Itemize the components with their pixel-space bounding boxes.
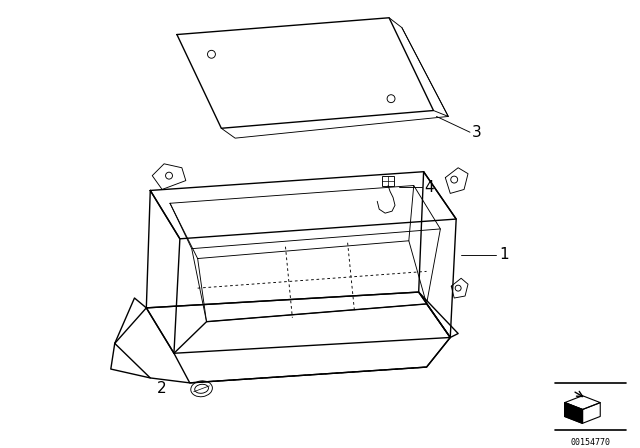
Ellipse shape bbox=[195, 384, 209, 393]
Text: 3: 3 bbox=[472, 125, 482, 140]
Text: 00154770: 00154770 bbox=[570, 438, 611, 447]
Ellipse shape bbox=[191, 381, 212, 397]
Polygon shape bbox=[564, 403, 582, 423]
Text: 2: 2 bbox=[157, 381, 167, 396]
Text: 4: 4 bbox=[424, 180, 434, 195]
Text: 1: 1 bbox=[500, 247, 509, 262]
FancyBboxPatch shape bbox=[382, 176, 394, 185]
